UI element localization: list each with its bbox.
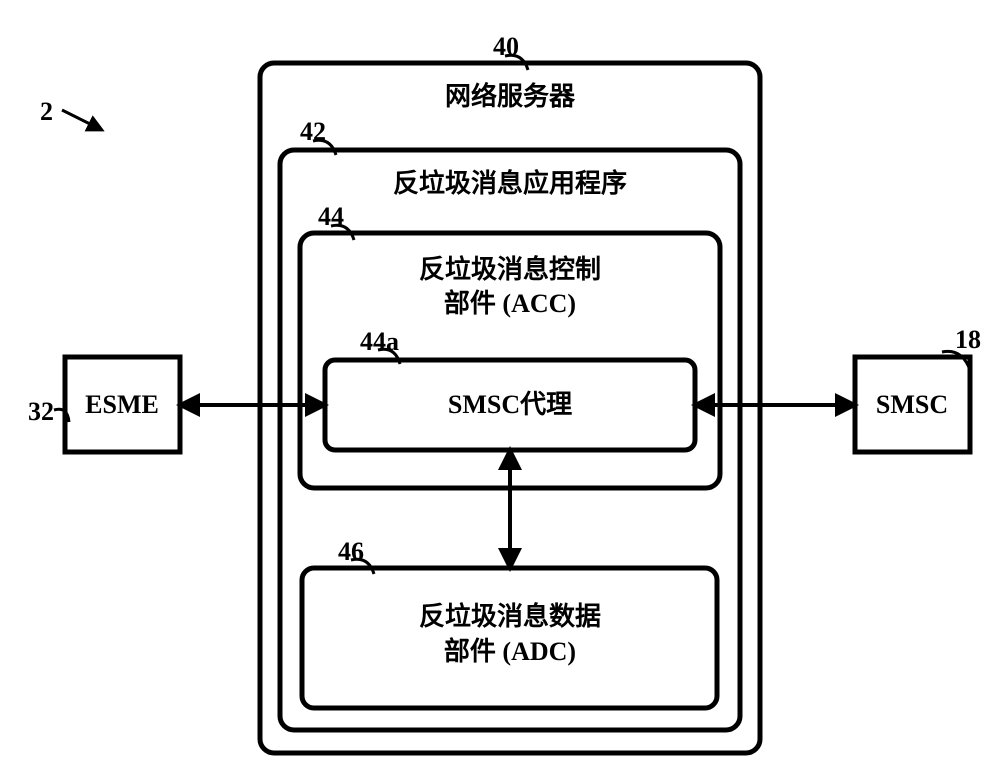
acc-title-line2: 部件 (ACC) <box>444 289 576 318</box>
acc-title-line1: 反垃圾消息控制 <box>419 254 601 284</box>
esme-ref: 32 <box>28 397 54 426</box>
adc-title-line1: 反垃圾消息数据 <box>419 601 601 631</box>
adc-ref: 46 <box>338 537 364 566</box>
smsc-label: SMSC <box>876 390 948 419</box>
esme-label: ESME <box>85 390 159 419</box>
proxy-label: SMSC代理 <box>448 390 572 419</box>
app-title: 反垃圾消息应用程序 <box>393 168 627 198</box>
smsc-ref: 18 <box>955 325 981 354</box>
figure-ref: 2 <box>40 97 53 126</box>
server-title: 网络服务器 <box>445 81 576 111</box>
smsc-leader <box>942 351 970 370</box>
adc-title-line2: 部件 (ADC) <box>444 637 576 666</box>
figure-ref-arrow <box>62 110 102 130</box>
